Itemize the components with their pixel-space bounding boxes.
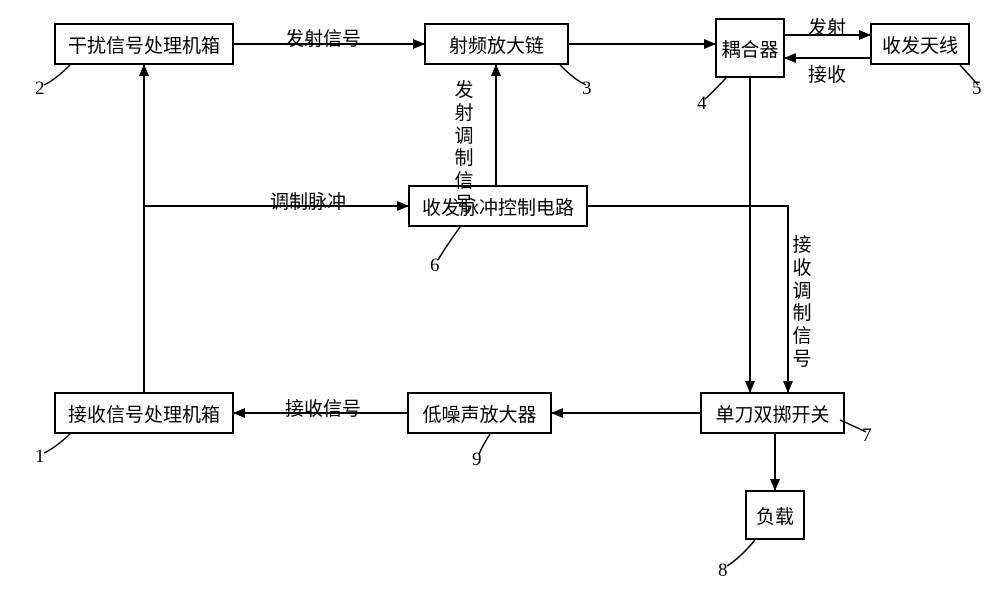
box-jam-signal-processor: 干扰信号处理机箱 — [54, 23, 234, 65]
edge-label-mod-pulse: 调制脉冲 — [270, 187, 346, 214]
box-label: 负载 — [756, 502, 794, 529]
leader-num-4: 4 — [697, 93, 707, 115]
leader-num-1: 1 — [35, 446, 45, 468]
box-rx-signal-processor: 接收信号处理机箱 — [54, 392, 234, 434]
edge-label-rx-signal: 接收信号 — [285, 394, 361, 421]
box-antenna: 收发天线 — [870, 23, 970, 65]
leader-num-8: 8 — [718, 560, 728, 582]
leader-num-9: 9 — [472, 449, 482, 471]
edge-label-rx: 接收 — [808, 60, 846, 87]
box-coupler: 耦合器 — [715, 18, 785, 78]
leader-num-3: 3 — [582, 78, 592, 100]
box-spdt-switch: 单刀双掷开关 — [700, 392, 845, 434]
leader-num-2: 2 — [35, 78, 45, 100]
edge-label-tx-signal: 发射信号 — [285, 24, 361, 51]
leader-num-6: 6 — [430, 255, 440, 277]
box-pulse-control: 收发脉冲控制电路 — [408, 185, 588, 227]
box-label: 干扰信号处理机箱 — [68, 31, 220, 58]
edge-label-tx: 发射 — [808, 13, 846, 40]
box-load: 负载 — [745, 490, 805, 540]
diagram-connectors — [0, 0, 1000, 593]
box-label: 射频放大链 — [449, 31, 544, 58]
box-rf-amp-chain: 射频放大链 — [424, 23, 569, 65]
box-label: 接收信号处理机箱 — [68, 400, 220, 427]
box-label: 收发天线 — [882, 31, 958, 58]
box-label: 低噪声放大器 — [422, 400, 536, 427]
leader-num-5: 5 — [972, 78, 982, 100]
edge-label-rx-mod: 接收调制信号 — [792, 235, 812, 372]
box-label: 收发脉冲控制电路 — [422, 193, 574, 220]
leader-num-7: 7 — [862, 425, 872, 447]
box-lna: 低噪声放大器 — [407, 392, 552, 434]
box-label: 单刀双掷开关 — [715, 400, 829, 427]
box-label: 耦合器 — [721, 35, 778, 62]
edge-label-tx-mod: 发射调制信号 — [454, 80, 474, 217]
